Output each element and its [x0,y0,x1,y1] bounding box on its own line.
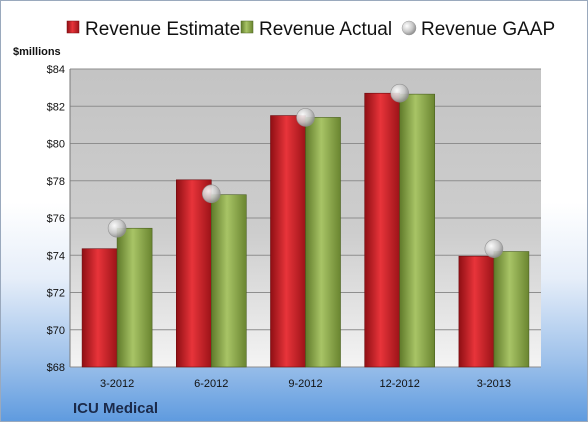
x-tick-label: 12-2012 [380,378,420,390]
legend-swatch-estimate [66,20,80,34]
x-tick-label: 3-2013 [477,378,511,390]
bar-revenue-estimate [176,179,212,368]
plot-area: $68 $70 $72 $74 $76 $78 $80 $82 $84 3-2012 6-2012… [47,64,541,390]
marker-revenue-gaap [296,108,315,127]
y-tick-label: $84 [47,64,65,76]
y-tick-label: $76 [47,213,65,225]
bar-revenue-actual [305,117,341,368]
bar-revenue-actual [493,251,530,368]
y-tick-label: $82 [47,101,65,113]
bar-revenue-estimate [458,255,495,368]
legend-label-estimate: Revenue Estimate [85,19,240,40]
bar-revenue-estimate [270,115,306,368]
bar-revenue-actual [211,194,247,368]
bar-revenue-actual [116,227,153,368]
bars [81,92,530,368]
legend-item-gaap: Revenue GAAP [401,19,555,40]
legend-label-actual: Revenue Actual [259,19,392,40]
y-axis-ticks: $68 $70 $72 $74 $76 $78 $80 $82 $84 [47,64,65,374]
marker-revenue-gaap [390,83,410,103]
y-tick-label: $72 [47,288,65,300]
y-tick-label: $68 [47,362,65,374]
x-tick-label: 3-2012 [100,378,134,390]
legend-item-actual: Revenue Actual [240,19,392,40]
marker-revenue-gaap [107,218,127,238]
marker-revenue-gaap [202,184,221,204]
bar-revenue-estimate [81,248,118,368]
gaap-markers [107,83,504,259]
marker-revenue-gaap [484,239,504,259]
y-tick-label: $78 [47,176,65,188]
legend: Revenue Estimate Revenue Actual Revenue … [66,19,555,40]
y-tick-label: $70 [47,325,65,337]
company-label: ICU Medical [73,400,158,417]
x-tick-label: 6-2012 [194,378,228,390]
legend-item-estimate: Revenue Estimate [66,19,240,40]
y-axis-unit-label: $millions [13,46,61,58]
legend-swatch-actual [240,20,254,34]
x-axis-ticks: 3-2012 6-2012 9-2012 12-2012 3-2013 [100,378,511,390]
x-tick-label: 9-2012 [288,378,322,390]
bar-revenue-actual [399,93,436,368]
legend-swatch-gaap [401,20,417,36]
legend-label-gaap: Revenue GAAP [421,19,555,40]
bar-revenue-estimate [364,92,401,368]
y-tick-label: $80 [47,139,65,151]
y-tick-label: $74 [47,250,65,262]
